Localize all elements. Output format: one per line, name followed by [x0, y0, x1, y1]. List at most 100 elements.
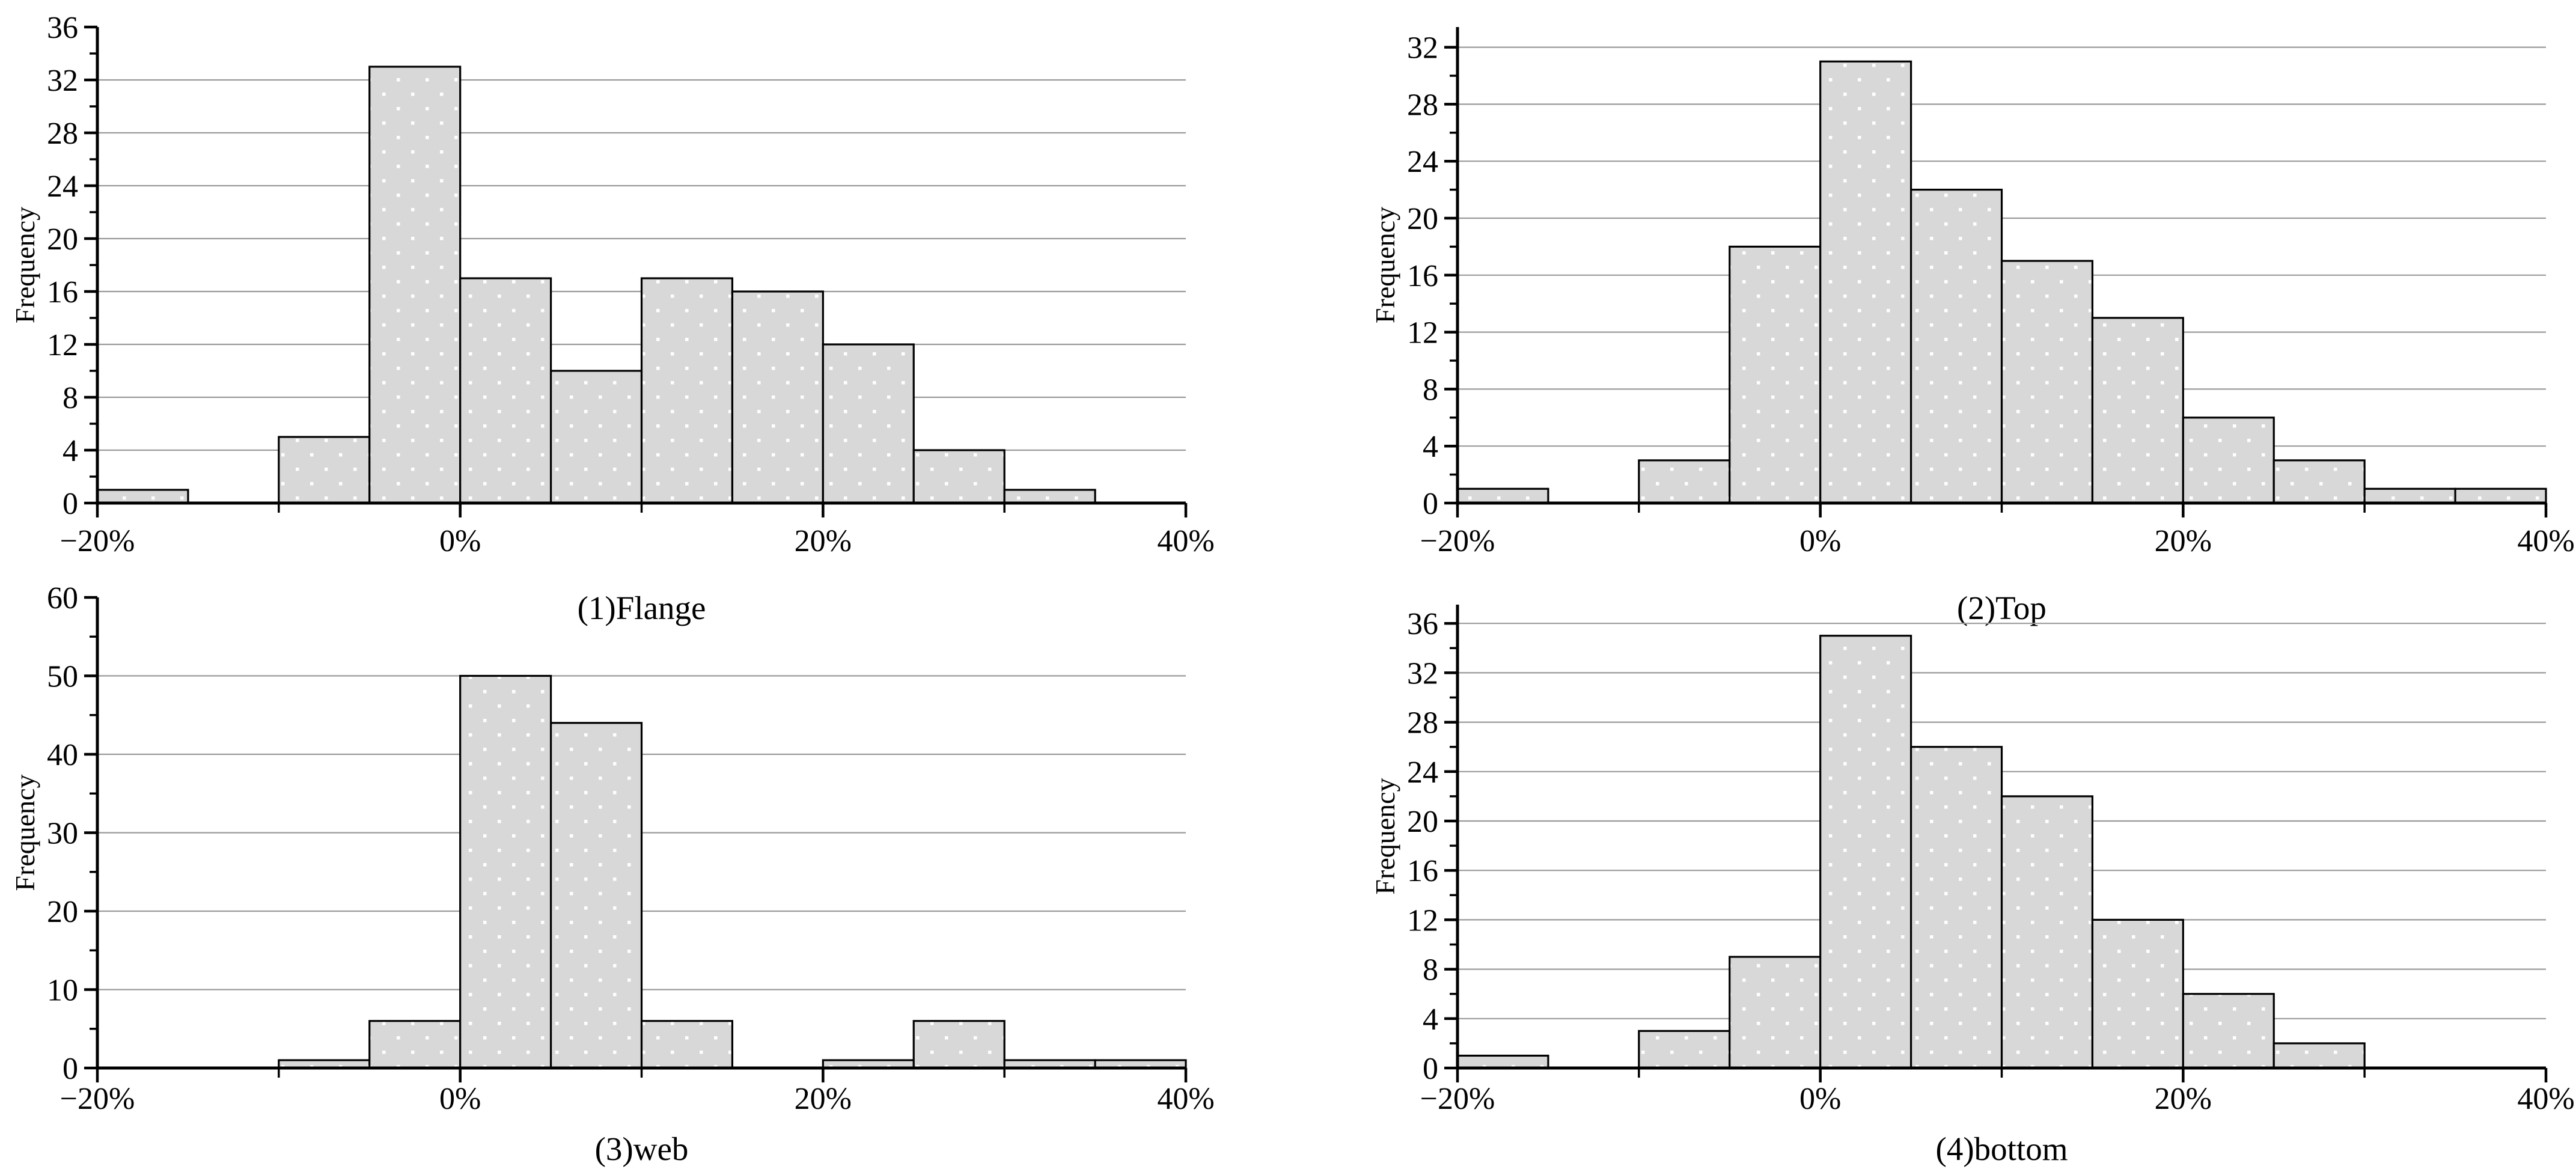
x-tick-label: −20% — [1420, 1082, 1495, 1116]
tick-labels: 0 4 8 12 16 20 24 28 32 −20% 0% 20% 40% — [1407, 31, 2575, 558]
y-tick-label: 16 — [47, 275, 78, 310]
y-tick-label: 28 — [47, 117, 78, 151]
y-tick-label: 36 — [47, 11, 78, 45]
bar — [912, 1020, 1006, 1069]
bar — [2091, 918, 2184, 1069]
bar — [459, 277, 552, 504]
bar — [640, 277, 734, 504]
x-tick-label: 40% — [1157, 1082, 1214, 1116]
bar — [1819, 60, 1912, 504]
y-tick-label: 8 — [1423, 953, 1438, 987]
bar — [1638, 1030, 1731, 1069]
x-tick-label: 20% — [2155, 1082, 2212, 1116]
y-tick-label: 8 — [63, 381, 78, 415]
bar — [1909, 189, 2003, 504]
y-tick-label: 0 — [1423, 1052, 1438, 1086]
histogram-web: 0 10 20 30 40 50 60 −20% 0% 20% 40% Frequency (3)w… — [10, 581, 1215, 1167]
tick-marks — [84, 596, 1188, 1082]
bar — [96, 489, 189, 504]
tick-labels: 0 4 8 12 16 20 24 28 32 36 −20% 0% 20% 40% — [47, 11, 1215, 558]
y-tick-label: 16 — [1407, 259, 1438, 293]
y-tick-label: 24 — [47, 169, 78, 204]
bar — [368, 66, 462, 504]
y-tick-label: 28 — [1407, 88, 1438, 122]
y-tick-label: 24 — [1407, 145, 1438, 179]
x-tick-label: −20% — [60, 524, 135, 558]
y-axis-title: Frequency — [10, 774, 40, 891]
bar — [1638, 459, 1731, 504]
bar — [1909, 746, 2003, 1069]
tick-labels: 0 4 8 12 16 20 24 28 32 36 −20% 0% 20% 40% — [1407, 607, 2575, 1116]
x-tick-label: −20% — [60, 1082, 135, 1116]
y-tick-label: 32 — [1407, 656, 1438, 691]
bar — [368, 1020, 462, 1069]
tick-marks — [1444, 621, 2548, 1082]
bar — [549, 722, 643, 1069]
x-tick-label: 40% — [1157, 524, 1214, 558]
y-tick-label: 0 — [63, 1052, 78, 1086]
bar — [278, 436, 371, 504]
y-tick-label: 12 — [47, 328, 78, 362]
y-tick-label: 20 — [47, 222, 78, 257]
bar — [640, 1020, 734, 1069]
x-tick-label: 0% — [1799, 1082, 1841, 1116]
bar — [1003, 489, 1096, 504]
histogram-top: 0 4 8 12 16 20 24 28 32 −20% 0% 20% 40% Frequency (2… — [1370, 27, 2575, 626]
y-tick-label: 50 — [47, 660, 78, 694]
x-tick-label: −20% — [1420, 524, 1495, 558]
bar — [549, 370, 643, 504]
y-tick-label: 20 — [47, 895, 78, 929]
bar — [2272, 1042, 2366, 1069]
x-tick-label: 0% — [1799, 524, 1841, 558]
y-tick-label: 36 — [1407, 607, 1438, 641]
chart-caption: (1)Flange — [578, 590, 706, 626]
y-axis-title: Frequency — [10, 207, 40, 323]
bars — [278, 674, 1187, 1069]
y-tick-label: 30 — [47, 817, 78, 851]
tick-labels: 0 10 20 30 40 50 60 −20% 0% 20% 40% — [47, 581, 1215, 1116]
bar — [2182, 417, 2275, 504]
bar — [2182, 993, 2275, 1069]
x-tick-label: 40% — [2517, 1082, 2574, 1116]
chart-caption: (4)bottom — [1936, 1131, 2068, 1167]
bar — [2000, 795, 2094, 1069]
y-tick-label: 10 — [47, 974, 78, 1008]
y-tick-label: 24 — [1407, 755, 1438, 790]
tick-marks — [1444, 46, 2548, 517]
y-tick-label: 16 — [1407, 854, 1438, 888]
bar — [2363, 487, 2456, 504]
y-tick-label: 20 — [1407, 202, 1438, 236]
y-tick-label: 32 — [47, 64, 78, 98]
bar — [1729, 956, 1822, 1069]
bar — [1729, 245, 1822, 504]
tick-marks — [84, 25, 1188, 517]
bar — [731, 290, 824, 504]
y-tick-label: 0 — [63, 487, 78, 521]
y-tick-label: 8 — [1423, 373, 1438, 407]
y-tick-label: 32 — [1407, 31, 1438, 66]
y-tick-label: 12 — [1407, 903, 1438, 938]
y-tick-label: 0 — [1423, 487, 1438, 521]
bar — [2272, 459, 2366, 504]
y-tick-label: 60 — [47, 581, 78, 615]
bar — [822, 343, 915, 504]
bar — [2091, 317, 2184, 504]
bars — [1456, 60, 2547, 504]
bar — [1456, 1054, 1549, 1069]
x-tick-label: 0% — [439, 524, 481, 558]
y-tick-label: 20 — [1407, 805, 1438, 839]
y-tick-label: 28 — [1407, 706, 1438, 740]
y-tick-label: 4 — [63, 434, 78, 468]
bar — [2000, 260, 2094, 504]
bar — [1819, 635, 1912, 1069]
bar — [1456, 487, 1549, 504]
x-tick-label: 40% — [2517, 524, 2574, 558]
bars — [96, 66, 1096, 504]
bar — [912, 449, 1006, 504]
y-axis-title: Frequency — [1370, 207, 1400, 323]
x-tick-label: 20% — [2155, 524, 2212, 558]
chart-caption: (2)Top — [1957, 590, 2046, 626]
